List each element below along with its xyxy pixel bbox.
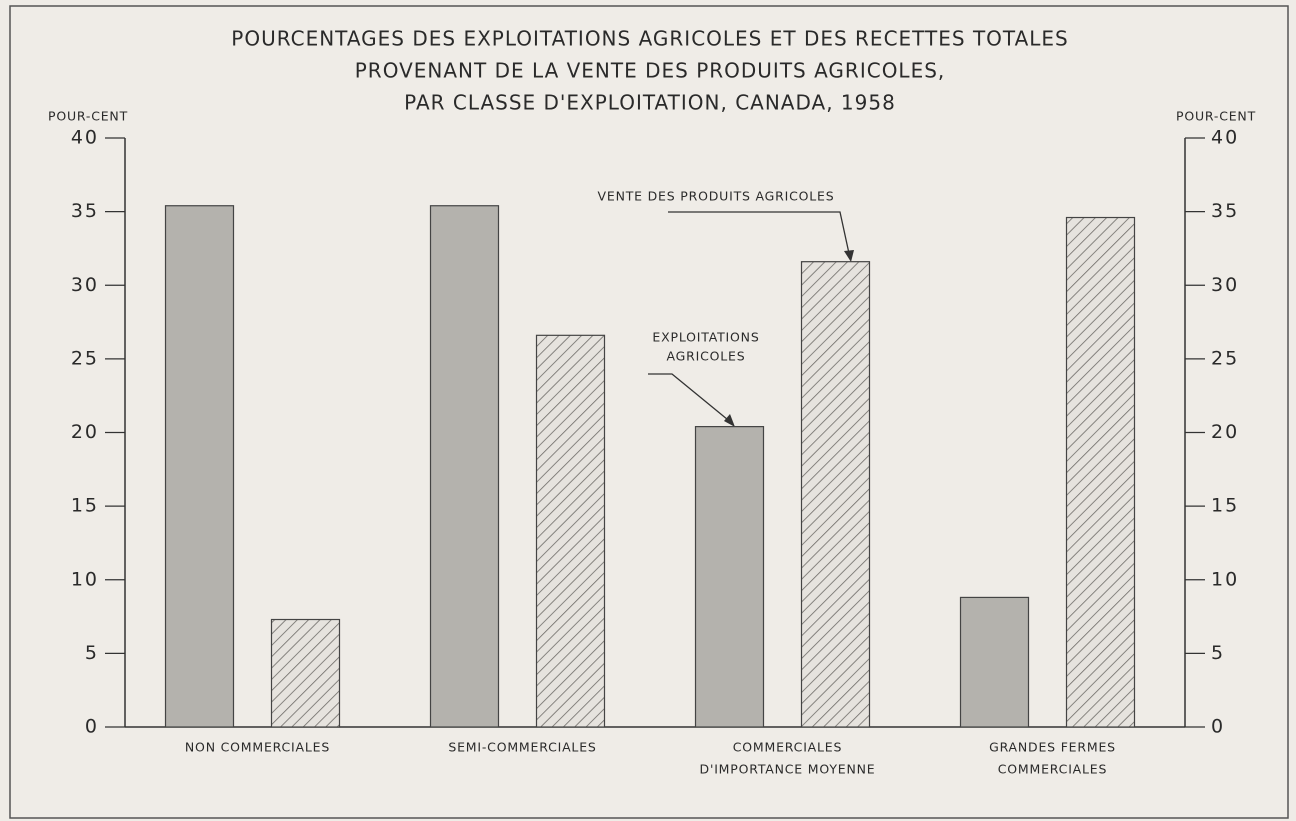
leader-line bbox=[648, 373, 734, 425]
y2-tick-label: 15 bbox=[1211, 495, 1239, 517]
chart-title: POURCENTAGES DES EXPLOITATIONS AGRICOLES… bbox=[231, 27, 1068, 51]
y2-tick-label: 25 bbox=[1211, 347, 1239, 369]
arrow-head bbox=[724, 414, 735, 427]
bar bbox=[694, 426, 765, 728]
y2-tick-label: 5 bbox=[1211, 642, 1225, 664]
y-tick-label: 25 bbox=[71, 347, 99, 369]
frame bbox=[9, 5, 1289, 819]
y-tick-label: 10 bbox=[71, 568, 99, 590]
y-tick-label: 40 bbox=[71, 127, 99, 149]
bar bbox=[959, 596, 1030, 728]
y2-tick-label: 10 bbox=[1211, 568, 1239, 590]
x-tick-label: NON COMMERCIALES bbox=[185, 740, 330, 755]
chart-title: PROVENANT DE LA VENTE DES PRODUITS AGRIC… bbox=[355, 59, 946, 83]
annotation: VENTE DES PRODUITS AGRICOLES bbox=[598, 189, 835, 204]
y2-tick-label: 20 bbox=[1211, 421, 1239, 443]
y-tick-label: 5 bbox=[85, 642, 99, 664]
y-tick-label: 30 bbox=[71, 274, 99, 296]
y2-axis-label: POUR-CENT bbox=[1176, 109, 1256, 124]
x-tick-label: GRANDES FERMES bbox=[989, 740, 1116, 755]
arrow-head bbox=[844, 250, 854, 262]
bar bbox=[800, 261, 871, 728]
x-tick-label: COMMERCIALES bbox=[998, 762, 1107, 777]
annotation: AGRICOLES bbox=[667, 349, 746, 364]
y-tick-label: 15 bbox=[71, 495, 99, 517]
y2-tick-label: 40 bbox=[1211, 127, 1239, 149]
y2-tick-label: 30 bbox=[1211, 274, 1239, 296]
y2-tick-label: 35 bbox=[1211, 200, 1239, 222]
bar bbox=[270, 618, 341, 728]
x-tick-label: SEMI-COMMERCIALES bbox=[448, 740, 596, 755]
chart-title: PAR CLASSE D'EXPLOITATION, CANADA, 1958 bbox=[404, 91, 896, 115]
y2-tick-label: 0 bbox=[1211, 716, 1225, 738]
y-tick-label: 35 bbox=[71, 200, 99, 222]
annotation: EXPLOITATIONS bbox=[652, 330, 759, 345]
y-tick-label: 20 bbox=[71, 421, 99, 443]
y-tick-label: 0 bbox=[85, 716, 99, 738]
bar bbox=[535, 334, 606, 728]
bar bbox=[1065, 216, 1136, 728]
y-axis-label: POUR-CENT bbox=[48, 109, 128, 124]
leader-line bbox=[668, 211, 851, 259]
x-tick-label: COMMERCIALES bbox=[733, 740, 842, 755]
bar bbox=[164, 205, 235, 728]
x-tick-label: D'IMPORTANCE MOYENNE bbox=[700, 762, 876, 777]
bar bbox=[429, 205, 500, 728]
